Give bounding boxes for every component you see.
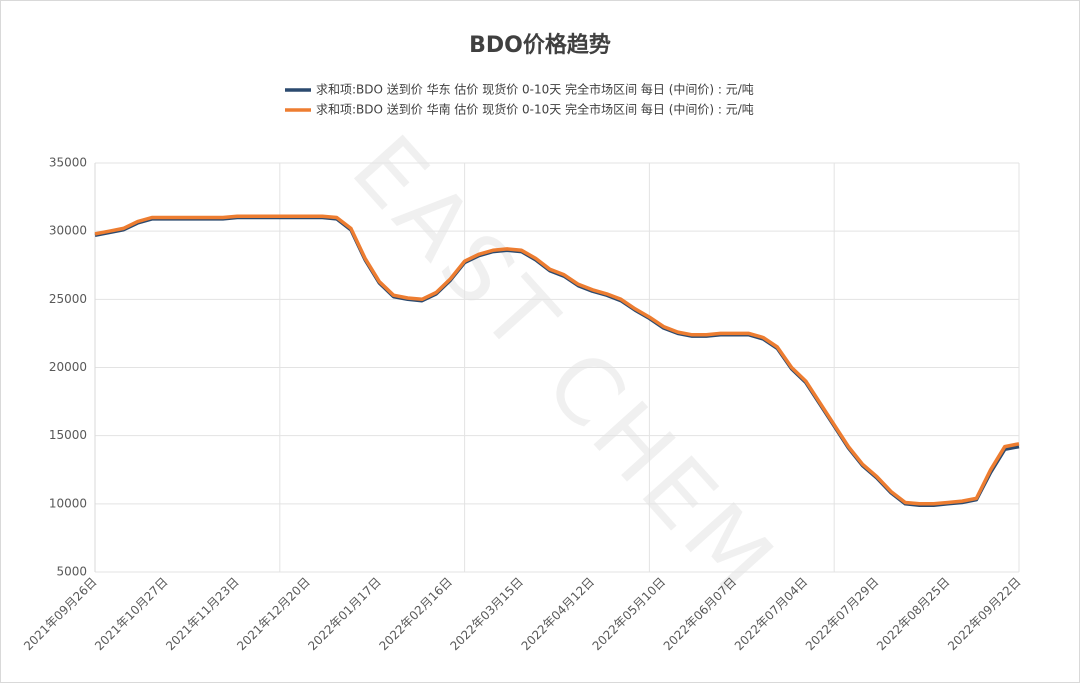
y-tick-label: 30000 [49, 224, 87, 238]
y-tick-label: 5000 [56, 565, 87, 579]
y-tick-label: 15000 [49, 428, 87, 442]
y-tick-label: 20000 [49, 360, 87, 374]
line-series [94, 214, 1020, 506]
chart-title: BDO价格趋势 [469, 32, 611, 58]
legend-label: 求和项:BDO 送到价 华南 估价 现货价 0-10天 完全市场区间 每日 (中… [316, 102, 754, 117]
legend-label: 求和项:BDO 送到价 华东 估价 现货价 0-10天 完全市场区间 每日 (中… [316, 82, 754, 97]
y-tick-label: 35000 [49, 156, 87, 170]
y-tick-label: 25000 [49, 292, 87, 306]
y-tick-label: 10000 [49, 496, 87, 510]
